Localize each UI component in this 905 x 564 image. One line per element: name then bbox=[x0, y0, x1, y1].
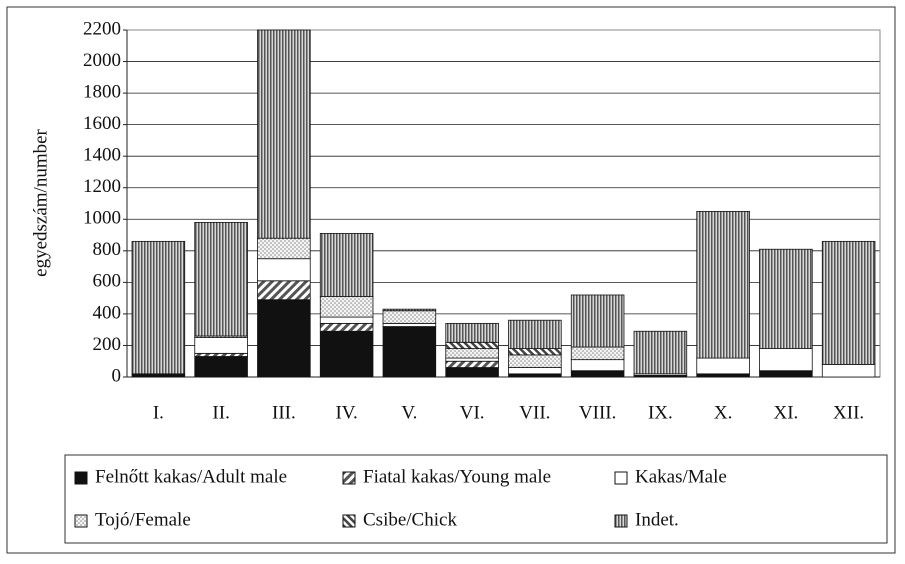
legend-box bbox=[64, 454, 888, 544]
bar-segment bbox=[570, 370, 625, 378]
x-tick-label: IV. bbox=[335, 402, 357, 423]
legend-swatch bbox=[342, 514, 356, 528]
legend-swatch bbox=[74, 471, 88, 485]
bar-segment bbox=[319, 296, 374, 318]
bar-segment bbox=[633, 330, 688, 375]
y-tick-label: 600 bbox=[93, 271, 122, 292]
x-tick-label: II. bbox=[212, 402, 229, 423]
bar-segment bbox=[319, 316, 374, 324]
frame bbox=[6, 6, 896, 554]
legend-label: Csibe/Chick bbox=[363, 509, 457, 530]
bar-segment bbox=[194, 352, 248, 357]
legend-label: Fiatal kakas/Young male bbox=[363, 466, 551, 487]
legend-swatch bbox=[614, 471, 628, 485]
bar-segment bbox=[508, 348, 562, 356]
bar-segment bbox=[257, 237, 311, 260]
bar-segment bbox=[570, 359, 625, 372]
bar-segment bbox=[696, 373, 750, 378]
y-tick-label: 1000 bbox=[83, 208, 121, 229]
bar-segment bbox=[319, 233, 374, 297]
bar-segment bbox=[696, 210, 750, 359]
bar-segment bbox=[257, 299, 311, 378]
legend-swatch bbox=[342, 471, 356, 485]
x-tick-label: IX. bbox=[648, 402, 673, 423]
bar-segment bbox=[257, 258, 311, 282]
bar-segment bbox=[382, 326, 437, 378]
bar-segment bbox=[821, 363, 876, 378]
x-tick-label: VII. bbox=[519, 402, 550, 423]
bar-segment bbox=[257, 29, 311, 239]
y-tick-label: 1400 bbox=[83, 145, 121, 166]
bar-segment bbox=[382, 322, 437, 327]
bar-segment bbox=[194, 222, 248, 337]
x-tick-label: XI. bbox=[773, 402, 798, 423]
y-tick-label: 1200 bbox=[83, 176, 121, 197]
bar-segment bbox=[759, 348, 813, 372]
bar-segment bbox=[821, 240, 876, 365]
bar-segment bbox=[131, 240, 186, 375]
bar-segment bbox=[759, 370, 813, 378]
x-tick-label: V. bbox=[401, 402, 417, 423]
x-tick-label: VI. bbox=[460, 402, 485, 423]
bar-segment bbox=[445, 360, 499, 368]
bar-segment bbox=[570, 346, 625, 361]
bar-segment bbox=[508, 367, 562, 375]
bar-segment bbox=[319, 322, 374, 332]
bar-segment bbox=[257, 280, 311, 301]
legend-swatch bbox=[74, 514, 88, 528]
legend-label: Kakas/Male bbox=[635, 466, 727, 487]
y-tick-label: 2200 bbox=[83, 18, 121, 39]
bar-segment bbox=[508, 319, 562, 350]
y-tick-label: 400 bbox=[93, 302, 122, 323]
y-tick-label: 2000 bbox=[83, 50, 121, 71]
x-tick-label: X. bbox=[714, 402, 732, 423]
bar-segment bbox=[759, 248, 813, 350]
x-tick-label: XII. bbox=[833, 402, 864, 423]
bar-segment bbox=[445, 367, 499, 378]
bar-segment bbox=[131, 373, 186, 378]
bar-segment bbox=[382, 308, 437, 312]
bar-segment bbox=[445, 348, 499, 359]
x-tick-label: I. bbox=[153, 402, 164, 423]
y-tick-label: 200 bbox=[93, 334, 122, 355]
bar-segment bbox=[194, 356, 248, 378]
y-tick-label: 1600 bbox=[83, 113, 121, 134]
y-tick-label: 1800 bbox=[83, 81, 121, 102]
y-tick-label: 0 bbox=[112, 365, 122, 386]
bar-segment bbox=[508, 354, 562, 368]
bar-segment bbox=[445, 341, 499, 350]
bar-segment bbox=[445, 322, 499, 343]
legend-label: Felnőtt kakas/Adult male bbox=[95, 466, 287, 487]
legend-label: Indet. bbox=[635, 509, 679, 530]
bar-segment bbox=[570, 294, 625, 348]
x-tick-label: VIII. bbox=[579, 402, 616, 423]
bar-segment bbox=[382, 310, 437, 324]
bar-segment bbox=[696, 357, 750, 375]
y-tick-label: 800 bbox=[93, 239, 122, 260]
bar-segment bbox=[319, 330, 374, 378]
bar-segment bbox=[194, 337, 248, 354]
bar-segment bbox=[508, 373, 562, 378]
bar-segment bbox=[445, 357, 499, 362]
x-tick-label: III. bbox=[272, 402, 296, 423]
legend-label: Tojó/Female bbox=[95, 509, 191, 530]
y-axis-label: egyedszám/number bbox=[30, 128, 51, 276]
legend-swatch bbox=[614, 514, 628, 528]
